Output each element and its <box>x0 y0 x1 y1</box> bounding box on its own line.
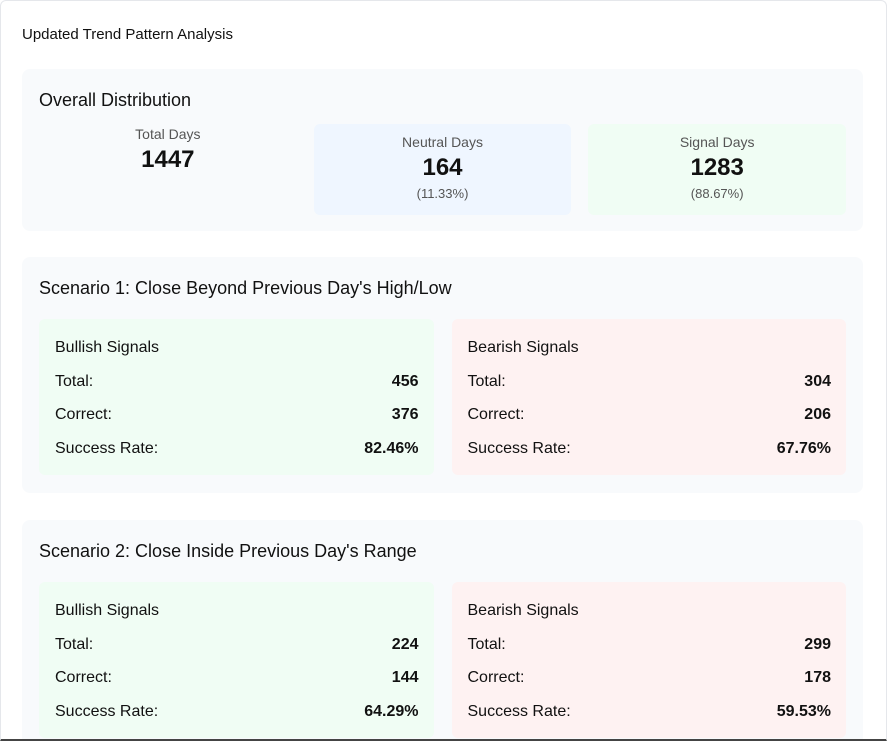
metric-label: Success Rate: <box>55 702 159 720</box>
metric-row: Total: 456 <box>55 373 419 393</box>
metric-value: 67.76% <box>776 439 831 457</box>
stats: Total Days 1447 Neutral Days 164 (11.33%) Sig… <box>39 124 847 215</box>
stat-percent: (88.67%) <box>690 186 744 201</box>
stat-value: 164 <box>422 154 463 181</box>
metric-label: Correct: <box>55 669 112 686</box>
metric-label: Total: <box>55 635 94 653</box>
signal-panel: Bearish Signals Total: 299 Correct: 178 Succe… <box>451 582 846 738</box>
signal-panel: Bullish Signals Total: 224 Correct: 144 Succe… <box>39 582 434 738</box>
section-title: Overall Distribution <box>39 90 192 110</box>
metric-label: Total: <box>467 635 506 653</box>
metric-label: Success Rate: <box>55 439 159 457</box>
metric-label: Success Rate: <box>467 439 571 457</box>
section-title: Scenario 1: Close Beyond Previous Day's … <box>39 278 452 298</box>
panel-title: Bullish Signals <box>55 339 160 356</box>
metric-value: 206 <box>804 406 831 423</box>
panels: Bullish Signals Total: 456 Correct: 376 Succe… <box>39 319 846 475</box>
metric-label: Correct: <box>467 669 525 686</box>
panel-title: Bearish Signals <box>467 602 579 619</box>
stat-label: Total Days <box>135 126 201 142</box>
metric-label: Correct: <box>55 406 112 423</box>
metric-label: Success Rate: <box>467 702 571 720</box>
metric-row: Correct: 206 <box>468 406 832 426</box>
panel-title: Bearish Signals <box>467 339 579 356</box>
stat-label: Signal Days <box>679 134 755 150</box>
metric-value: 178 <box>804 669 831 686</box>
metric-value: 376 <box>391 406 419 423</box>
metric-value: 82.46% <box>364 439 419 457</box>
stat-box: Total Days 1447 <box>39 124 297 215</box>
metric-value: 304 <box>804 372 831 390</box>
stat-percent: (11.33%) <box>416 186 469 201</box>
signal-panel: Bearish Signals Total: 304 Correct: 206 Succe… <box>451 319 846 475</box>
metric-row: Success Rate: 67.76% <box>468 440 832 460</box>
stat-box: Signal Days 1283 (88.67%) <box>588 124 847 215</box>
metric-value: 299 <box>804 635 831 653</box>
metric-row: Total: 224 <box>55 636 419 656</box>
scenario-section: Scenario 1: Close Beyond Previous Day's … <box>22 257 863 493</box>
metric-label: Correct: <box>467 406 525 423</box>
signal-panel: Bullish Signals Total: 456 Correct: 376 Succe… <box>39 319 434 475</box>
metric-row: Correct: 376 <box>55 406 419 426</box>
stat-box: Neutral Days 164 (11.33%) <box>313 124 572 215</box>
stat-value: 1283 <box>690 154 744 181</box>
metric-row: Success Rate: 59.53% <box>468 703 832 723</box>
panel-title: Bullish Signals <box>55 602 160 619</box>
stat-value: 1447 <box>141 146 195 173</box>
metric-label: Total: <box>467 372 506 390</box>
metric-row: Correct: 178 <box>468 669 832 689</box>
metric-value: 64.29% <box>364 702 419 720</box>
metric-row: Success Rate: 82.46% <box>55 440 419 460</box>
metric-row: Total: 299 <box>468 636 832 656</box>
metric-value: 59.53% <box>776 702 831 720</box>
metric-row: Success Rate: 64.29% <box>55 703 419 723</box>
panels: Bullish Signals Total: 224 Correct: 144 Succe… <box>39 582 846 738</box>
metric-value: 144 <box>391 669 419 686</box>
metric-row: Total: 304 <box>468 373 832 393</box>
stat-label: Neutral Days <box>402 134 483 150</box>
page-title: Updated Trend Pattern Analysis <box>22 26 233 43</box>
metric-value: 224 <box>391 635 419 653</box>
scenario-section: Scenario 2: Close Inside Previous Day's … <box>22 520 863 739</box>
metric-row: Correct: 144 <box>55 669 419 689</box>
section-title: Scenario 2: Close Inside Previous Day's … <box>39 541 417 561</box>
overall-section: Overall Distribution Total Days 1447 Neutr… <box>22 69 863 231</box>
metric-value: 456 <box>391 372 419 390</box>
metric-label: Total: <box>55 372 94 390</box>
